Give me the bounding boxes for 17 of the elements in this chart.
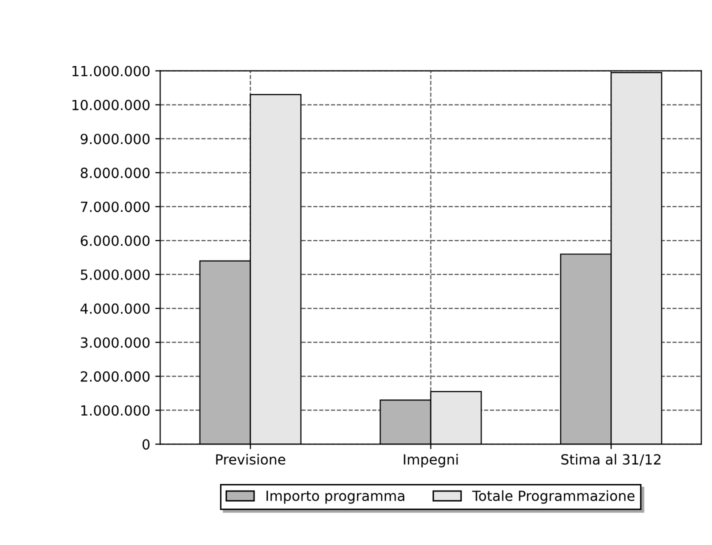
y-tick-label: 1.000.000 (81, 405, 150, 416)
y-tick-label: 3.000.000 (80, 337, 150, 348)
y-tick-label: 0 (142, 439, 150, 450)
x-tick-label: Previsione (216, 454, 286, 465)
y-tick-label: 5.000.000 (80, 269, 150, 280)
x-tick-label: Impegni (404, 454, 458, 468)
y-tick-label: 2.000.000 (80, 371, 150, 382)
legend-label: Totale Programmazione (472, 490, 634, 504)
y-tick-label: 8.000.000 (80, 168, 150, 178)
y-tick-label: 10.000.000 (72, 100, 150, 110)
y-tick-label: 9.000.000 (80, 134, 150, 144)
y-tick-label: 11.000.000 (72, 66, 150, 76)
x-tick-label: Stima al 31/12 (561, 454, 660, 466)
y-tick-label: 7.000.000 (80, 202, 150, 212)
y-tick-label: 4.000.000 (80, 303, 150, 314)
legend-label: Importo programma (266, 490, 404, 504)
y-tick-label: 6.000.000 (80, 236, 150, 246)
